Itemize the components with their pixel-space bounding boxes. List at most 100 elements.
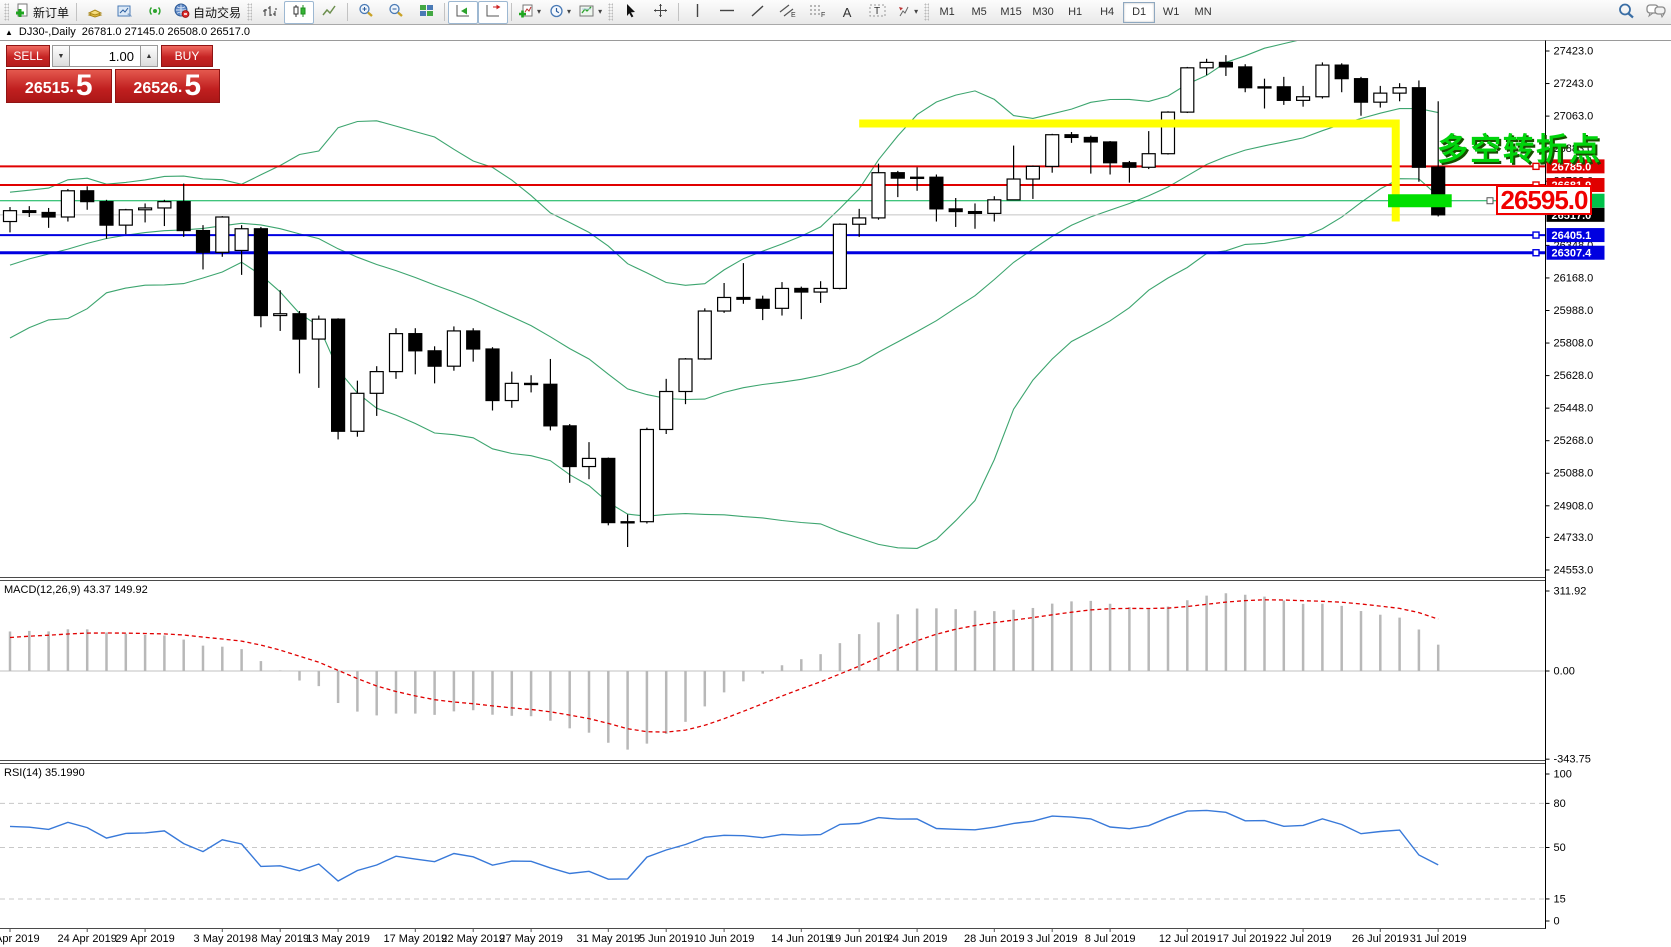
chart-window-icon <box>117 4 133 21</box>
price-level-callout[interactable]: 26595.0 <box>1496 185 1592 215</box>
timeframe-M5[interactable]: M5 <box>971 6 987 18</box>
periods-button[interactable]: ▾ <box>545 1 575 24</box>
cursor-button[interactable] <box>615 1 645 24</box>
volume-increase-button[interactable]: ▲ <box>140 45 158 67</box>
buy-price[interactable]: 26526 . 5 <box>114 69 220 103</box>
rsi-pane[interactable] <box>0 802 1545 900</box>
timeframe-buttons: M1 M5 M15 M30 H1 H4 D1 W1 MN <box>931 1 1219 23</box>
toolbar-drag-handle[interactable] <box>924 3 930 21</box>
timeframe-M30[interactable]: M30 <box>1032 6 1054 18</box>
dropdown-caret: ▾ <box>598 7 603 16</box>
toolbar-drag-handle[interactable] <box>247 3 253 21</box>
turning-point-annotation[interactable]: 多空转折点 <box>1437 132 1602 167</box>
volume-decrease-button[interactable]: ▼ <box>52 45 70 67</box>
axis-tick-label: 25628.0 <box>1554 370 1594 382</box>
separator <box>347 3 349 21</box>
chat-button[interactable] <box>1641 1 1671 24</box>
sell-button[interactable]: SELL <box>6 45 50 67</box>
auto-scroll-button[interactable] <box>448 0 479 24</box>
equidistant-channel-button[interactable]: E <box>772 1 802 24</box>
timeframe-MN[interactable]: MN <box>1194 6 1212 18</box>
fibonacci-button[interactable]: F <box>802 1 832 24</box>
timeframe-M15[interactable]: M15 <box>1000 6 1022 18</box>
axis-tick-label: 0.00 <box>1554 666 1575 678</box>
trendline-icon <box>750 4 765 21</box>
line-selection-handle[interactable] <box>1486 197 1494 205</box>
axis-tick-label: 24733.0 <box>1554 532 1594 544</box>
date-axis-label: 22 Jul 2019 <box>1275 933 1332 945</box>
timeframe-D1[interactable]: D1 <box>1123 1 1156 23</box>
auto-scroll-icon <box>455 4 471 21</box>
axis-tick-label: 27063.0 <box>1554 111 1594 123</box>
axis-tick-label: 25808.0 <box>1554 338 1594 350</box>
trendline-button[interactable] <box>742 1 772 24</box>
vertical-line-button[interactable] <box>682 1 712 24</box>
zoom-out-button[interactable] <box>381 1 411 24</box>
toolbar-drag-handle[interactable] <box>608 3 614 21</box>
zoom-in-button[interactable] <box>351 1 381 24</box>
axis-tick-label: 25988.0 <box>1554 305 1594 317</box>
date-axis-label: 12 Jul 2019 <box>1159 933 1216 945</box>
axis-tick-label: 25088.0 <box>1554 468 1594 480</box>
candlestick-chart-button[interactable] <box>284 0 315 24</box>
dropdown-caret: ▾ <box>914 7 919 16</box>
dropdown-caret: ▾ <box>567 7 572 16</box>
volume-input[interactable]: 1.00 <box>70 45 140 67</box>
svg-text:E: E <box>791 12 796 18</box>
symbol-ohlc: 26781.0 27145.0 26508.0 26517.0 <box>81 26 250 38</box>
tile-windows-button[interactable] <box>411 1 441 24</box>
text-button[interactable]: A <box>832 1 862 24</box>
main-pane[interactable] <box>0 29 1545 549</box>
yellow-trend-annotation[interactable] <box>859 119 1400 222</box>
one-click-trade-panel: SELL ▼ 1.00 ▲ BUY 26515 . 5 26526 . 5 <box>6 45 220 103</box>
macd-signal-line <box>9 599 1439 733</box>
buy-price-main: 26526 <box>133 80 178 97</box>
bar-chart-button[interactable] <box>254 1 284 24</box>
timeframe-H4[interactable]: H4 <box>1100 6 1115 18</box>
price-badge-26785.0 <box>1546 159 1605 174</box>
text-label-button[interactable]: T <box>862 1 892 24</box>
separator <box>76 3 78 21</box>
chart-shift-icon <box>485 4 501 21</box>
new-order-icon <box>15 3 30 21</box>
arrows-button[interactable]: ▾ <box>892 1 922 24</box>
timeframe-H1[interactable]: H1 <box>1068 6 1083 18</box>
bollinger-middle-band <box>9 108 1439 401</box>
price-line-anchor[interactable] <box>1532 162 1540 171</box>
symbol-title: DJ30-,Daily <box>18 26 76 38</box>
chart-shift-button[interactable] <box>478 0 509 24</box>
templates-button[interactable]: ▾ <box>575 1 606 24</box>
new-order-button[interactable]: 新订单 <box>11 1 73 24</box>
axis-tick-label: 27243.0 <box>1554 78 1594 90</box>
crosshair-button[interactable] <box>645 1 675 24</box>
horizontal-line-button[interactable] <box>712 1 742 24</box>
candles <box>2 55 1446 548</box>
price-line-anchor[interactable] <box>1532 249 1540 257</box>
buy-button[interactable]: BUY <box>161 45 213 67</box>
date-axis-label: 13 May 2019 <box>306 933 370 945</box>
price-line-anchor[interactable] <box>1532 231 1540 239</box>
bollinger-upper-band <box>9 41 1298 286</box>
toolbar-drag-handle[interactable] <box>4 3 9 21</box>
date-axis-label: 29 Apr 2019 <box>115 933 174 945</box>
line-chart-button[interactable] <box>314 1 344 24</box>
price-badge-26307.4 <box>1546 245 1605 260</box>
price-badge-26405.1 <box>1546 228 1605 243</box>
indicators-button[interactable]: ▾ <box>515 1 545 24</box>
timeframe-M1[interactable]: M1 <box>939 6 955 18</box>
svg-text:F: F <box>821 12 825 18</box>
signals-button[interactable] <box>140 1 170 24</box>
separator <box>678 3 680 21</box>
sell-price-main: 26515 <box>24 80 70 97</box>
sell-price[interactable]: 26515 . 5 <box>6 69 112 103</box>
autotrade-button[interactable]: 自动交易 <box>170 1 245 24</box>
date-axis-label: 3 May 2019 <box>194 933 251 945</box>
search-button[interactable] <box>1611 1 1641 24</box>
profile-button[interactable] <box>80 1 110 24</box>
timeframe-W1[interactable]: W1 <box>1162 6 1180 18</box>
macd-pane[interactable] <box>0 593 1545 750</box>
market-watch-button[interactable] <box>110 1 140 24</box>
price-badge-label: 26307.4 <box>1552 248 1593 260</box>
date-axis-label: 31 May 2019 <box>576 933 640 945</box>
